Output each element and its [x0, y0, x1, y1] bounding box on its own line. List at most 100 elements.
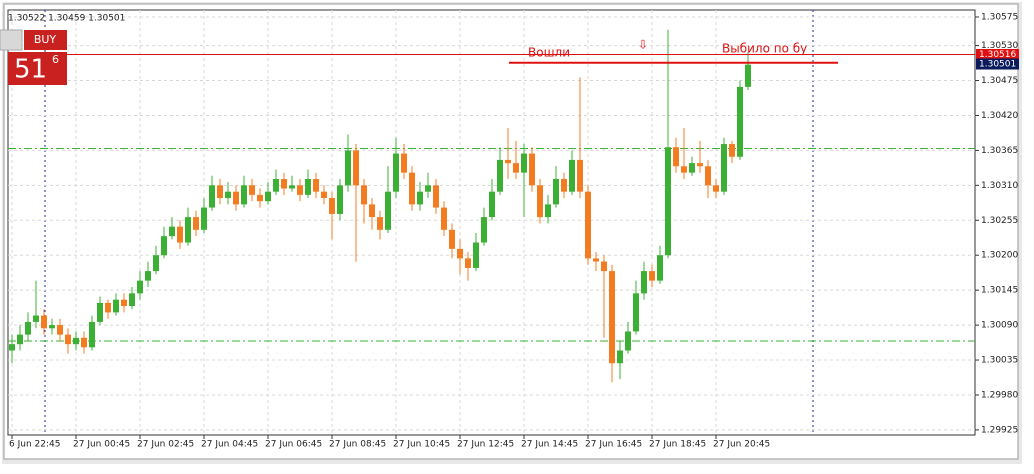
candle-body	[17, 334, 23, 345]
candle-body	[633, 293, 639, 332]
candle-body	[505, 159, 511, 164]
price-box-label: 1.30516	[979, 50, 1016, 60]
buy-button	[24, 30, 67, 50]
y-tick-label: 1.30575	[981, 12, 1018, 22]
candle-body	[177, 226, 183, 243]
candle-body	[145, 271, 151, 281]
y-tick-label: 1.29925	[981, 425, 1018, 435]
candle-body	[329, 198, 335, 214]
candle-body	[649, 271, 655, 281]
candle-body	[305, 178, 311, 195]
y-tick-label: 1.30200	[981, 251, 1018, 261]
candle-body	[497, 159, 503, 192]
candle-body	[713, 185, 719, 192]
buy-price-small: 6	[52, 53, 59, 66]
candle-body	[369, 204, 375, 218]
widget-tab	[0, 29, 23, 51]
candle-body	[185, 217, 191, 243]
candle-body	[57, 325, 63, 335]
x-tick-label: 27 Jun 14:45	[521, 440, 578, 450]
y-tick-label: 1.30145	[981, 286, 1018, 296]
candle-body	[441, 207, 447, 230]
x-tick-label: 27 Jun 08:45	[329, 440, 386, 450]
candle-body	[281, 178, 287, 189]
candle-body	[665, 147, 671, 256]
candle-body	[353, 150, 359, 186]
candle-body	[161, 236, 167, 256]
x-tick-label: 27 Jun 06:45	[265, 440, 322, 450]
price-info: 1.30522 1.30459 1.30501	[8, 14, 125, 24]
candle-body	[601, 261, 607, 272]
candle-body	[265, 191, 271, 202]
candle-body	[129, 293, 135, 307]
candle-body	[561, 178, 567, 192]
candle-body	[217, 185, 223, 199]
candle-body	[609, 271, 615, 364]
candle-body	[49, 325, 55, 329]
candle-body	[745, 64, 751, 87]
annotation: Вошли	[528, 46, 570, 60]
candle-body	[409, 172, 415, 205]
candle-body	[473, 242, 479, 268]
x-tick-label: 27 Jun 16:45	[585, 440, 642, 450]
candle-body	[249, 185, 255, 195]
candle-body	[577, 159, 583, 192]
candle-body	[641, 271, 647, 294]
candle-body	[9, 344, 15, 351]
candle-body	[681, 166, 687, 173]
buy-label: BUY	[34, 33, 57, 46]
candle-body	[425, 185, 431, 192]
y-tick-label: 1.30090	[981, 321, 1018, 331]
candle-body	[729, 144, 735, 157]
candle-body	[153, 255, 159, 272]
candle-body	[385, 191, 391, 230]
x-tick-label: 27 Jun 18:45	[649, 440, 706, 450]
candle-body	[73, 337, 79, 345]
candle-body	[121, 299, 127, 307]
buy-price-big: 51	[14, 55, 47, 85]
candle-body	[345, 150, 351, 186]
y-tick-label: 1.29980	[981, 390, 1018, 400]
candle-body	[321, 191, 327, 199]
y-tick-label: 1.30420	[981, 111, 1018, 121]
candle-body	[137, 280, 143, 294]
candle-body	[361, 185, 367, 205]
candle-body	[225, 191, 231, 199]
price-box-label: 1.30501	[979, 59, 1016, 69]
candle-body	[449, 229, 455, 249]
candle-body	[569, 159, 575, 192]
candles	[9, 29, 751, 383]
x-tick-label: 27 Jun 04:45	[201, 440, 258, 450]
candle-body	[513, 163, 519, 173]
candle-body	[697, 163, 703, 167]
y-tick-label: 1.30310	[981, 181, 1018, 191]
candle-body	[625, 331, 631, 351]
buy-price-box	[8, 52, 67, 85]
candle-body	[33, 315, 39, 322]
candle-body	[289, 185, 295, 189]
candle-body	[233, 191, 239, 205]
price-box	[976, 48, 1019, 60]
candle-body	[297, 185, 303, 195]
candle-body	[553, 178, 559, 205]
candle-body	[105, 302, 111, 313]
y-tick-label: 1.30475	[981, 76, 1018, 86]
candle-body	[337, 185, 343, 214]
candle-body	[209, 185, 215, 208]
candle-body	[257, 194, 263, 202]
candle-body	[465, 258, 471, 268]
y-tick-label: 1.30255	[981, 216, 1018, 226]
candle-body	[585, 191, 591, 259]
x-tick-label: 6 Jun 22:45	[9, 440, 60, 450]
candle-body	[113, 299, 119, 313]
x-tick-label: 27 Jun 02:45	[137, 440, 194, 450]
candle-body	[417, 191, 423, 205]
plot-area	[7, 9, 976, 436]
annotation: ⇩	[638, 38, 648, 52]
candle-body	[273, 178, 279, 192]
candle-body	[673, 147, 679, 167]
candle-body	[481, 217, 487, 243]
grid: 1.30575 1.30530 1.30475 1.30420 1.30365 1.303…	[8, 10, 1018, 450]
